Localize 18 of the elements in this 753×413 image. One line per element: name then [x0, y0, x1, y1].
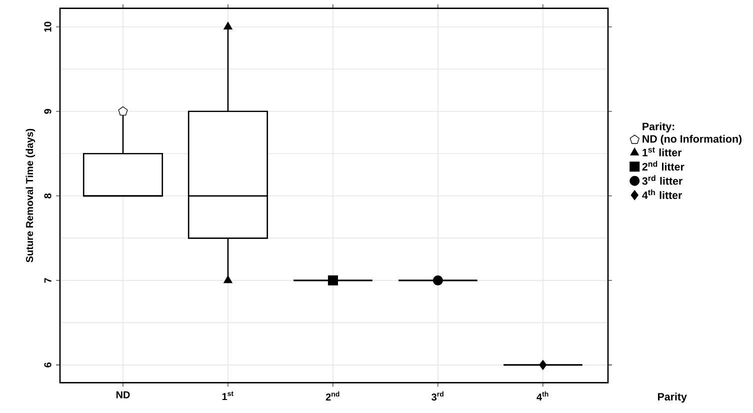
x-tick-label: 4$^{th}$	[536, 391, 548, 400]
y-tick-label: 9	[44, 108, 52, 114]
x-axis-title: Parity	[658, 392, 687, 403]
y-tick-label: 8	[44, 193, 52, 198]
legend-label: 4$^{th}$ litter	[642, 189, 682, 200]
y-axis-title: Suture Removal Time (days)	[26, 128, 36, 262]
y-tick-label: 6	[44, 362, 52, 368]
x-tick-label: 3$^{rd}$	[432, 391, 444, 401]
y-tick-label: 10	[44, 22, 52, 32]
x-tick-label: ND	[116, 391, 130, 398]
legend-label: 3$^{rd}$ litter	[642, 175, 682, 185]
x-tick-label: 2$^{nd}$	[326, 391, 340, 400]
x-tick-label: 1$^{st}$	[222, 391, 234, 400]
legend-label: 2$^{nd}$ litter	[642, 160, 684, 171]
y-tick-label: 7	[44, 278, 52, 283]
legend-title: Parity:	[642, 122, 674, 132]
legend-label: ND (no Information)	[642, 134, 742, 145]
legend-label: 1$^{st}$ litter	[642, 147, 682, 156]
